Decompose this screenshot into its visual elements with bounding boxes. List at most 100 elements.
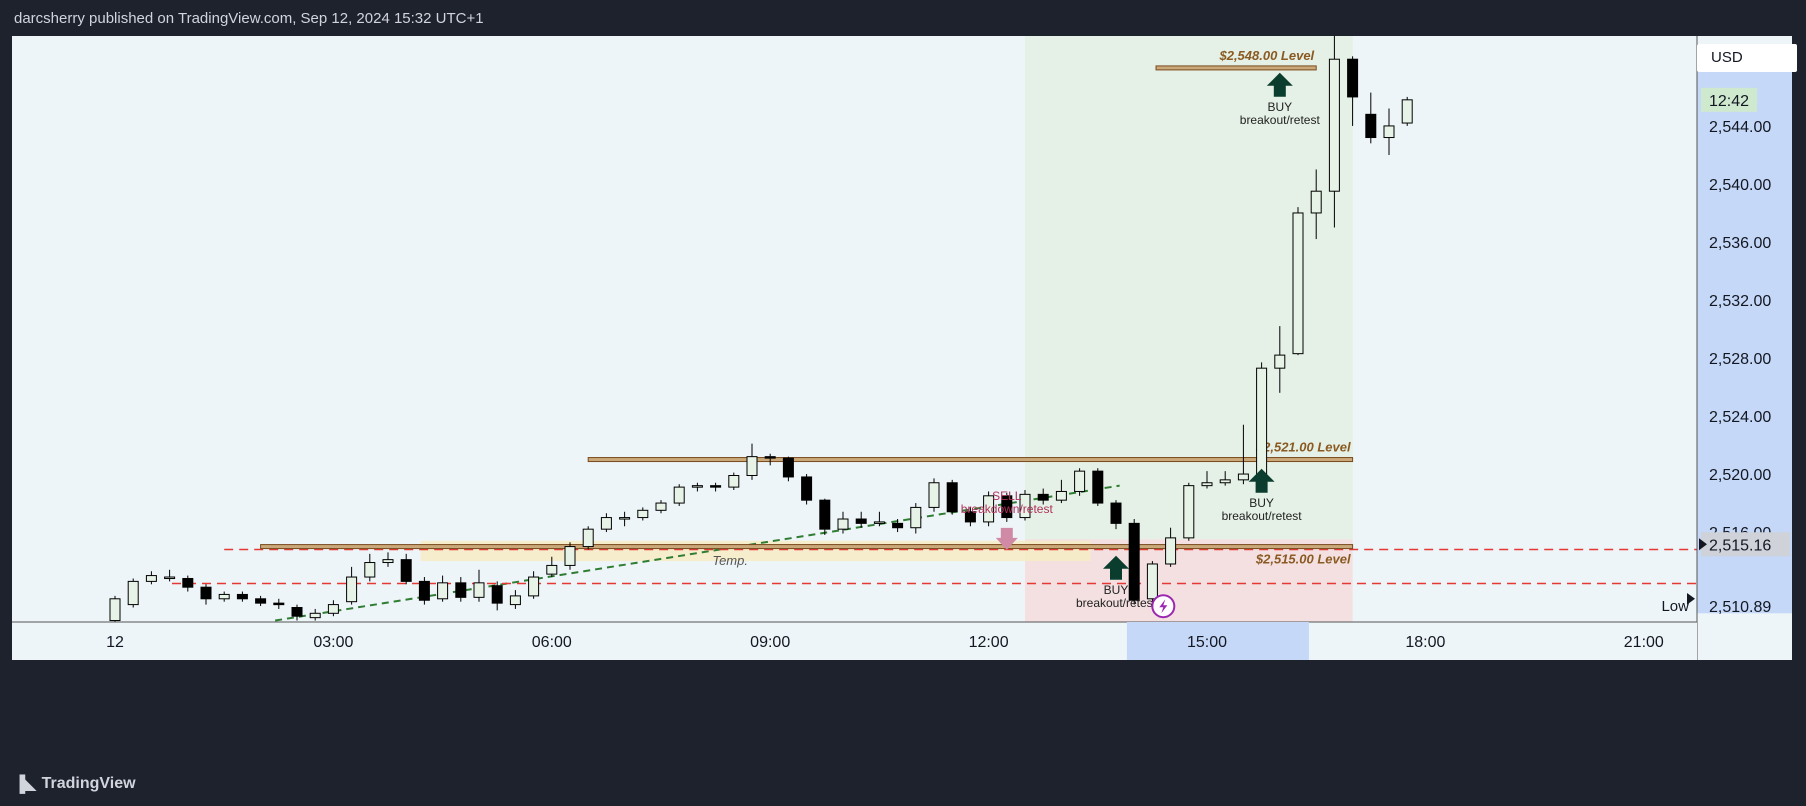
candle-body[interactable] (1037, 493, 1049, 501)
candle-body[interactable] (182, 577, 194, 588)
candle-body[interactable] (691, 485, 703, 488)
candle-body[interactable] (637, 509, 649, 519)
candle-body[interactable] (364, 562, 376, 578)
signal-sub-label: breakout/retest (1240, 113, 1321, 127)
candle-body[interactable] (1092, 470, 1104, 504)
buy-arrow-icon[interactable] (1103, 555, 1129, 580)
candle-body[interactable] (437, 582, 449, 600)
time-axis[interactable] (12, 622, 1697, 660)
candle-body[interactable] (1274, 354, 1286, 369)
candle-body[interactable] (528, 576, 540, 597)
candle-body[interactable] (873, 521, 885, 524)
candle-body[interactable] (764, 456, 776, 459)
publisher-line: darcsherry published on TradingView.com,… (14, 10, 484, 27)
candle-body[interactable] (582, 528, 594, 548)
countdown-price-label: 12:42 (1709, 93, 1749, 110)
candle-body[interactable] (1292, 212, 1304, 355)
price-chart[interactable]: Temp. $2,548.00 Level $2,521.00 Level $2,51… (0, 36, 1806, 760)
candle-body[interactable] (892, 522, 904, 529)
candle-body[interactable] (1074, 470, 1086, 492)
candle-body[interactable] (1347, 58, 1359, 98)
candle-body[interactable] (145, 575, 157, 582)
candle-body[interactable] (200, 586, 212, 600)
candle-body[interactable] (1256, 367, 1268, 475)
candle-body[interactable] (1237, 473, 1249, 481)
candle-body[interactable] (1110, 502, 1122, 524)
current-price-tag (1701, 532, 1790, 557)
candle-body[interactable] (1383, 125, 1395, 139)
x-tick-label: 15:00 (1187, 634, 1227, 651)
candle-body[interactable] (346, 576, 358, 603)
sell-arrow-icon[interactable] (995, 527, 1018, 550)
candle-body[interactable] (782, 457, 794, 478)
footer: ▐◣ TradingView (0, 760, 1806, 806)
candle-body[interactable] (1055, 490, 1067, 501)
buy-arrow-icon[interactable] (1248, 468, 1275, 493)
plot-area[interactable] (12, 36, 1697, 622)
candle-body[interactable] (655, 502, 667, 511)
publisher-header: darcsherry published on TradingView.com,… (0, 0, 1806, 36)
candle-body[interactable] (1401, 99, 1413, 124)
candle-body[interactable] (509, 595, 521, 606)
x-tick-label: 12:00 (969, 634, 1009, 651)
candle-body[interactable] (400, 559, 412, 582)
candle-body[interactable] (255, 598, 267, 604)
candle-body[interactable] (1128, 522, 1140, 601)
candle-body[interactable] (1219, 479, 1231, 484)
currency-selector[interactable]: USD (1697, 44, 1797, 72)
x-tick-label: 18:00 (1405, 634, 1445, 651)
candle-body[interactable] (801, 476, 813, 501)
candle-body[interactable] (546, 564, 558, 575)
candle-body[interactable] (564, 546, 576, 566)
candle-body[interactable] (327, 604, 339, 614)
candle-body[interactable] (728, 475, 740, 488)
time-axis-range-highlight (1126, 622, 1309, 660)
candle-body[interactable] (819, 499, 831, 530)
candle-body[interactable] (127, 580, 139, 606)
buy-arrow-icon[interactable] (1266, 72, 1293, 97)
candle-body[interactable] (1001, 495, 1013, 519)
candle-body[interactable] (109, 598, 121, 622)
candle-body[interactable] (946, 482, 958, 513)
candle-body[interactable] (928, 482, 940, 508)
candle-body[interactable] (1183, 485, 1195, 539)
candle-body[interactable] (600, 517, 612, 530)
candle-body[interactable] (164, 576, 176, 580)
candle-body[interactable] (1019, 493, 1031, 519)
candle-body[interactable] (273, 602, 285, 606)
candle-body[interactable] (1201, 482, 1213, 487)
tradingview-brand[interactable]: ▐◣ TradingView (14, 774, 136, 794)
candle-body[interactable] (418, 580, 430, 601)
current-price-marker-icon (1699, 538, 1707, 551)
candle-body[interactable] (1310, 190, 1322, 214)
candle-body[interactable] (673, 486, 685, 504)
candle-body[interactable] (309, 612, 321, 619)
candle-body[interactable] (1365, 113, 1377, 139)
signal-sub-label: breakdown/retest (961, 502, 1054, 516)
low-marker-icon (1687, 592, 1695, 605)
signal-sub-label: breakout/retest (1076, 596, 1157, 610)
candle-body[interactable] (382, 559, 394, 564)
price-axis-range-highlight (1697, 57, 1792, 614)
candle-body[interactable] (910, 506, 922, 529)
signal-type-label: SELL (992, 489, 1022, 503)
candle-body[interactable] (710, 485, 722, 488)
candle-body[interactable] (746, 456, 758, 476)
level-label: $2,521.00 Level (1255, 440, 1351, 455)
candle-body[interactable] (218, 593, 230, 600)
candle-body[interactable] (1328, 58, 1340, 192)
candle-body[interactable] (983, 495, 995, 523)
candle-body[interactable] (455, 582, 467, 598)
candle-body[interactable] (491, 585, 503, 604)
candle-body[interactable] (473, 582, 485, 598)
candle-body[interactable] (619, 517, 631, 520)
candle-body[interactable] (1165, 537, 1177, 565)
candle-body[interactable] (236, 593, 248, 600)
level-label: $2,548.00 Level (1218, 48, 1314, 63)
candle-body[interactable] (1146, 563, 1158, 600)
candle-body[interactable] (837, 518, 849, 530)
candle-body[interactable] (291, 606, 303, 617)
candle-body[interactable] (855, 518, 867, 524)
current-price-label: 2,515.16 (1709, 537, 1771, 554)
candle-body[interactable] (964, 511, 976, 523)
